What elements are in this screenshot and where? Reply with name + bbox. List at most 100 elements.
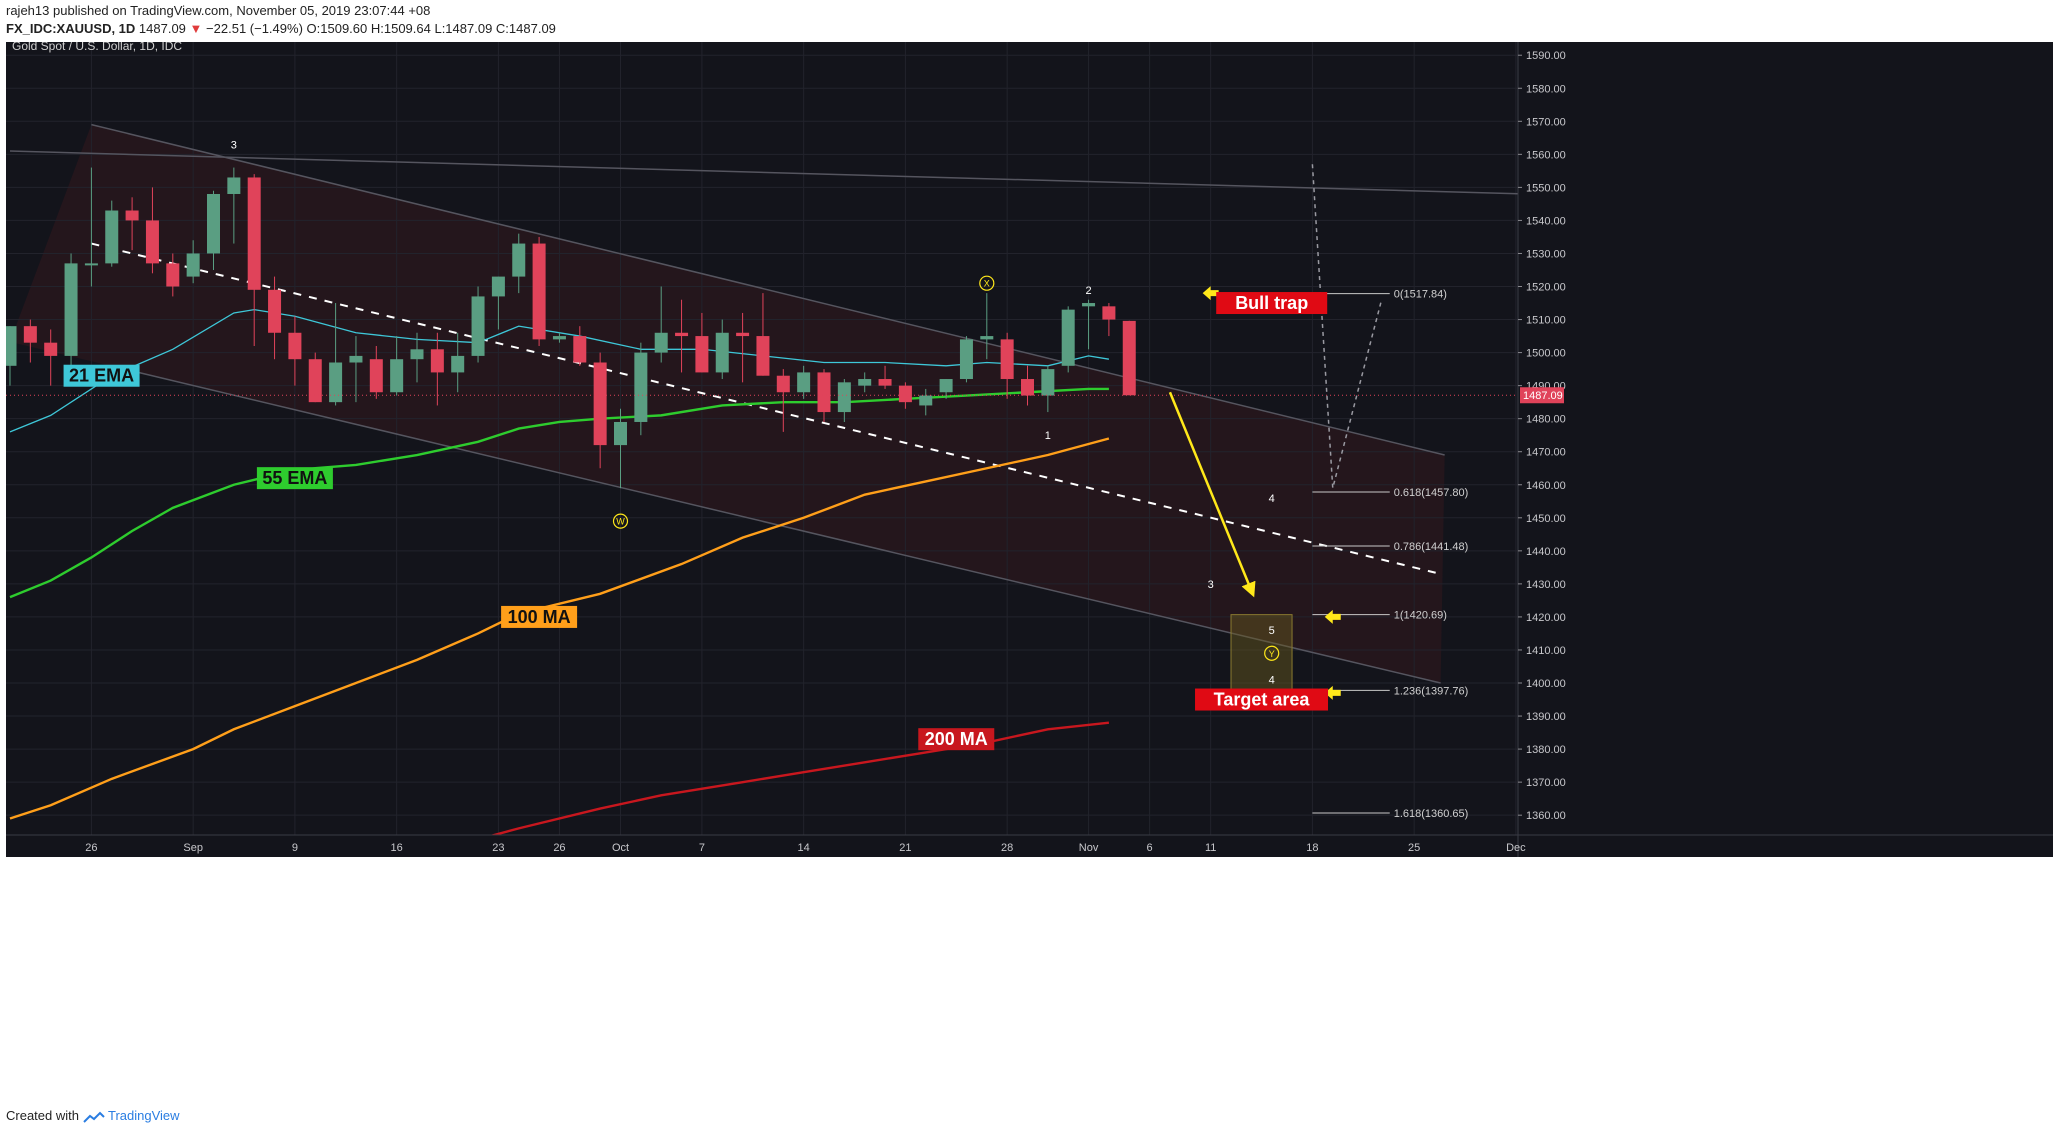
candle[interactable] <box>308 352 322 403</box>
candle-body <box>1021 379 1034 396</box>
candle[interactable] <box>695 312 709 373</box>
candle[interactable] <box>532 236 546 346</box>
price-tick-label: 1400.00 <box>1526 678 1566 690</box>
candle[interactable] <box>512 233 526 294</box>
candle[interactable] <box>23 319 37 363</box>
channel-line-1[interactable] <box>91 123 1445 456</box>
price-tick-label: 1470.00 <box>1526 447 1566 459</box>
candle[interactable] <box>186 240 200 284</box>
candle[interactable] <box>247 174 261 346</box>
candle[interactable] <box>268 276 282 360</box>
candle[interactable] <box>329 303 343 406</box>
candle[interactable] <box>858 372 872 393</box>
channel-line-3[interactable] <box>9 150 1526 195</box>
series-label: 21 EMA <box>69 366 134 386</box>
time-tick-label: 6 <box>1147 842 1153 854</box>
candle-body <box>6 326 17 366</box>
time-tick-label: 21 <box>899 842 911 854</box>
candle-body <box>532 243 546 340</box>
candle[interactable] <box>125 197 139 251</box>
price-chart[interactable]: 0(1517.84) 0.618(1457.80) 0.786(1441.48) 1(… <box>0 42 2053 1112</box>
candle[interactable] <box>837 379 851 422</box>
candle[interactable] <box>84 167 98 287</box>
footer: Created with TradingView <box>6 1108 180 1123</box>
candle[interactable] <box>471 286 485 363</box>
candle-body <box>715 332 729 373</box>
candle[interactable] <box>817 369 831 422</box>
price-tick-label: 1520.00 <box>1526 282 1566 294</box>
candle-body <box>471 296 485 356</box>
candle-body <box>410 349 424 360</box>
price-tick-label: 1420.00 <box>1526 612 1566 624</box>
wave-circle <box>979 275 995 291</box>
candle[interactable] <box>1082 299 1096 350</box>
candle[interactable] <box>715 319 729 380</box>
candle[interactable] <box>634 342 648 436</box>
candle[interactable] <box>491 276 505 330</box>
candle[interactable] <box>959 336 973 383</box>
candle[interactable] <box>166 253 180 297</box>
series-label-bg <box>63 364 140 387</box>
symbol-name: FX_IDC:XAUUSD, 1D <box>6 21 136 36</box>
candle[interactable] <box>64 253 78 370</box>
candle[interactable] <box>44 329 58 386</box>
series-200-ma[interactable] <box>458 721 1110 845</box>
candle[interactable] <box>1122 320 1136 396</box>
midline-dashed[interactable] <box>91 242 1441 575</box>
candle[interactable] <box>1021 365 1034 406</box>
candle-body <box>23 326 37 343</box>
created-with-text: Created with <box>6 1108 79 1123</box>
candle[interactable] <box>1041 365 1055 413</box>
candle[interactable] <box>593 352 607 469</box>
candle[interactable] <box>654 286 668 363</box>
time-axis-panel <box>6 835 2053 857</box>
candle[interactable] <box>207 190 220 270</box>
candle[interactable] <box>614 408 627 489</box>
candle-body <box>675 332 689 337</box>
candle-body <box>84 263 98 266</box>
candle-body <box>898 385 912 403</box>
price-tick-label: 1370.00 <box>1526 777 1566 789</box>
candle-body <box>227 177 241 194</box>
candle[interactable] <box>878 365 892 389</box>
candle[interactable] <box>390 336 404 396</box>
candle[interactable] <box>776 369 790 432</box>
candle[interactable] <box>145 187 159 274</box>
candle[interactable] <box>410 332 424 383</box>
candle[interactable] <box>369 345 383 399</box>
candle[interactable] <box>4 326 17 386</box>
candle[interactable] <box>1102 303 1116 337</box>
author-name[interactable]: rajeh13 <box>6 3 50 18</box>
candle[interactable] <box>675 299 689 373</box>
candle[interactable] <box>288 316 302 386</box>
candle-body <box>573 336 587 363</box>
candle[interactable] <box>898 382 912 409</box>
candle[interactable] <box>1061 306 1075 373</box>
channel-line-2[interactable] <box>138 371 1441 684</box>
candle[interactable] <box>736 312 750 383</box>
candle[interactable] <box>797 365 811 399</box>
candle[interactable] <box>451 332 465 393</box>
candle[interactable] <box>430 332 444 406</box>
candle[interactable] <box>573 326 587 366</box>
candle[interactable] <box>1000 332 1014 399</box>
candle[interactable] <box>349 336 363 403</box>
candle[interactable] <box>552 332 566 343</box>
candle-body <box>207 193 220 254</box>
candle[interactable] <box>756 293 770 376</box>
candle-body <box>349 355 363 363</box>
price-tick-label: 1430.00 <box>1526 579 1566 591</box>
price-tick-label: 1530.00 <box>1526 248 1566 260</box>
candle[interactable] <box>105 200 119 267</box>
candle-body <box>369 359 383 393</box>
candle-body <box>125 210 139 221</box>
target-box[interactable] <box>1230 614 1293 691</box>
candle[interactable] <box>227 167 241 244</box>
price-tick-label: 1440.00 <box>1526 546 1566 558</box>
projection-arrow-icon[interactable] <box>1168 391 1256 598</box>
wave-label: 3 <box>1208 579 1214 591</box>
tradingview-link[interactable]: TradingView <box>108 1108 180 1123</box>
chart-panel[interactable]: 0(1517.84) 0.618(1457.80) 0.786(1441.48) 1(… <box>0 42 2053 1112</box>
candle[interactable] <box>919 388 933 416</box>
candle[interactable] <box>980 293 994 360</box>
